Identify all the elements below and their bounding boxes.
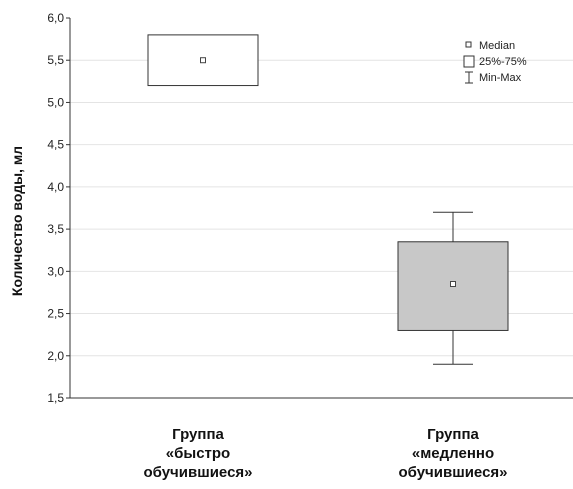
gridlines [70,59,573,357]
y-tick-label: 4,5 [47,138,64,152]
box-series-1 [397,211,509,365]
y-tick-label: 3,5 [47,222,64,236]
legend-iqr-marker [463,55,475,68]
x-category-label-slow: Группа «медленно обучившиеся» [368,425,538,482]
x-category-line: обучившиеся» [143,464,253,481]
median-marker [450,281,456,287]
legend-minmax-label: Min-Max [479,72,522,84]
y-tick-label: 2,0 [47,349,64,363]
plot-frame [69,18,573,399]
median-marker [200,57,206,64]
y-tick-label: 2,5 [47,307,64,321]
legend-iqr-label: 25%-75% [479,56,527,68]
y-tick-label: 1,5 [47,391,64,405]
x-category-line: обучившиеся» [398,464,508,481]
x-category-line: «быстро [165,445,231,462]
y-tick-label: 5,5 [47,53,64,67]
x-category-line: Группа [172,426,224,443]
y-axis-ticks: 6,0 5,5 5,0 4,5 4,0 3,5 3,0 2,5 2,0 1,5 [47,11,70,405]
y-tick-label: 3,0 [47,264,64,278]
legend: Median 25%-75% Min-Max [463,40,527,84]
legend-median-marker [465,41,472,48]
legend-median-label: Median [479,40,515,52]
box-series-0 [147,34,259,87]
y-axis-label: Количество воды, мл [9,146,25,296]
y-tick-label: 6,0 [47,11,64,25]
x-category-line: Группа [427,426,479,443]
y-tick-label: 4,0 [47,180,64,194]
legend-minmax-marker [465,71,473,84]
x-category-label-fast: Группа «быстро обучившиеся» [113,425,283,482]
boxes [147,34,509,365]
y-tick-label: 5,0 [47,95,64,109]
x-category-line: «медленно [411,445,495,462]
